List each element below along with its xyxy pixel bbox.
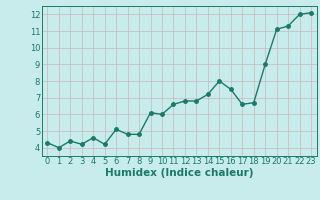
X-axis label: Humidex (Indice chaleur): Humidex (Indice chaleur) xyxy=(105,168,253,178)
